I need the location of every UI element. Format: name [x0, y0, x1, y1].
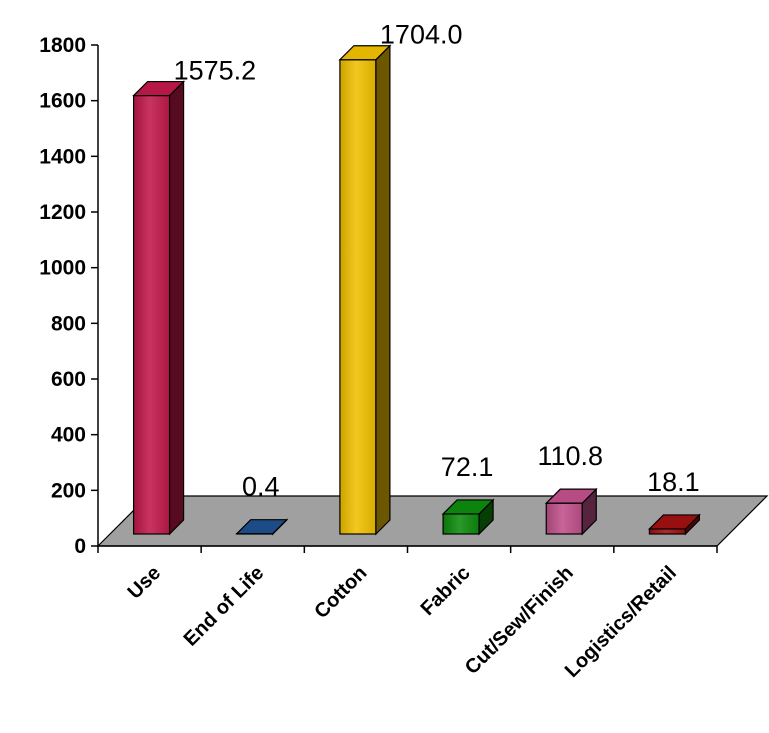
- x-tick-label: Logistics/Retail: [561, 562, 681, 682]
- bar-cotton: [338, 44, 392, 536]
- data-label: 72.1: [441, 452, 494, 482]
- bar-fabric: [441, 498, 495, 536]
- bar-top: [132, 80, 186, 97]
- y-tick-label: 200: [51, 479, 86, 502]
- y-tick-label: 600: [51, 368, 86, 391]
- bar-use: [132, 80, 186, 536]
- x-tick-label: End of Life: [180, 562, 269, 651]
- bar-logistics-retail: [647, 513, 701, 536]
- y-tick-label: 400: [51, 424, 86, 447]
- bar-top: [235, 519, 289, 535]
- bar-front: [545, 502, 583, 535]
- bar-top: [647, 514, 701, 530]
- x-tick-label: Fabric: [417, 562, 475, 620]
- bar-side: [375, 44, 391, 536]
- bar-front: [132, 94, 171, 535]
- x-tick-label: Cut/Sew/Finish: [461, 562, 578, 679]
- bar-front: [442, 513, 480, 535]
- y-tick-label: 1200: [39, 201, 86, 224]
- data-label: 1704.0: [380, 20, 463, 50]
- data-label: 18.1: [647, 467, 700, 497]
- x-tick-label: Cotton: [310, 562, 371, 623]
- bar-front: [339, 59, 377, 535]
- data-label: 110.8: [537, 441, 603, 471]
- bar-top: [338, 45, 392, 61]
- y-tick-label: 0: [74, 535, 86, 558]
- y-tick-label: 1800: [39, 34, 86, 57]
- bar-cut-sew-finish: [544, 487, 598, 536]
- bar-top: [441, 499, 495, 515]
- bar-end-of-life: [235, 518, 289, 536]
- bar-front: [648, 528, 687, 535]
- y-tick-label: 1400: [39, 145, 86, 168]
- y-tick-label: 1000: [39, 257, 86, 280]
- data-label: 0.4: [242, 472, 280, 502]
- bar-side: [168, 80, 185, 536]
- data-label: 1575.2: [174, 56, 257, 86]
- x-tick-label: Use: [124, 562, 166, 604]
- y-tick-label: 800: [51, 312, 86, 335]
- bar-top: [544, 488, 598, 504]
- y-tick-label: 1600: [39, 90, 86, 113]
